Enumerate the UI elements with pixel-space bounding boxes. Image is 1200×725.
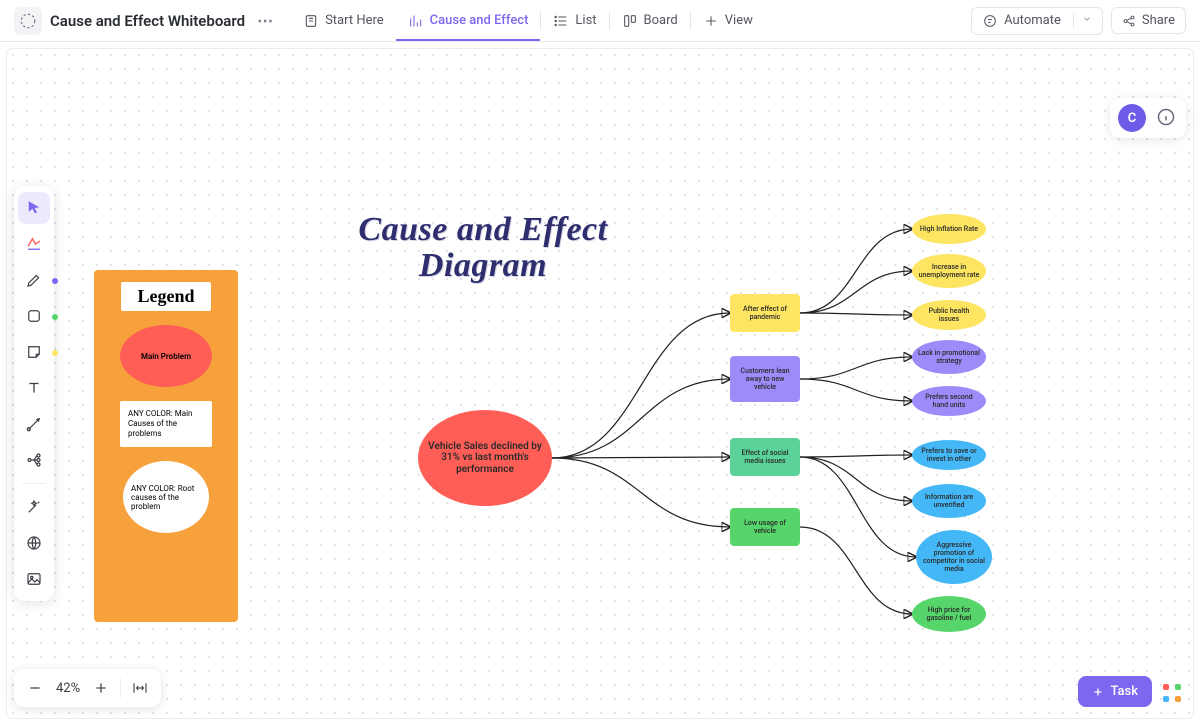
color-dot <box>52 350 58 356</box>
tool-palette <box>14 186 54 601</box>
node-r9[interactable]: High price for gasoline / fuel <box>912 596 986 632</box>
tab-cause-and-effect[interactable]: Cause and Effect <box>396 0 541 41</box>
pointer-tool[interactable] <box>18 192 50 224</box>
tab-board[interactable]: Board <box>610 0 690 41</box>
apps-dot <box>1175 696 1181 702</box>
node-cause2[interactable]: Customers lean away to new vehicle <box>730 356 800 402</box>
zoom-percent[interactable]: 42% <box>52 681 84 696</box>
automate-button[interactable]: Automate <box>971 7 1103 35</box>
node-cause1[interactable]: After effect of pandemic <box>730 294 800 332</box>
whiteboard-canvas[interactable]: C Cause and Effect Diagram Legend Main P… <box>0 42 1200 725</box>
mindmap-tool[interactable] <box>18 444 50 476</box>
zoom-bar: 42% <box>14 669 161 707</box>
pen-tool[interactable] <box>18 264 50 296</box>
apps-dot <box>1175 684 1181 690</box>
tab-label: List <box>575 13 596 28</box>
sticky-note-tool[interactable] <box>18 336 50 368</box>
task-button[interactable]: Task <box>1078 676 1152 707</box>
node-cause3[interactable]: Effect of social media issues <box>730 438 800 476</box>
node-r3[interactable]: Public health issues <box>912 300 986 330</box>
wheel-icon[interactable] <box>14 7 42 35</box>
tab-list[interactable]: List <box>541 0 608 41</box>
chevron-down-icon[interactable] <box>1073 13 1092 28</box>
node-r2[interactable]: Increase in unemployment rate <box>912 254 986 288</box>
zoom-out-button[interactable] <box>18 673 52 703</box>
magic-tool[interactable] <box>18 491 50 523</box>
view-tabs: Start Here Cause and Effect List Board V… <box>291 0 765 41</box>
share-label: Share <box>1142 13 1175 28</box>
tab-add-view[interactable]: View <box>691 0 765 41</box>
node-problem[interactable]: Vehicle Sales declined by 31% vs last mo… <box>418 410 552 506</box>
node-cause4[interactable]: Low usage of vehicle <box>730 508 800 546</box>
zoom-in-button[interactable] <box>84 673 118 703</box>
node-r1[interactable]: High Inflation Rate <box>912 214 986 244</box>
tab-label: View <box>725 13 753 28</box>
color-dot <box>52 314 58 320</box>
apps-dot <box>1163 684 1169 690</box>
node-r6[interactable]: Prefers to save or invest in other <box>912 440 986 470</box>
more-icon[interactable]: ⋯ <box>253 11 277 30</box>
connectors <box>0 42 1200 725</box>
apps-dot <box>1163 696 1169 702</box>
board-title[interactable]: Cause and Effect Whiteboard <box>50 12 245 30</box>
node-r8[interactable]: Aggressive promotion of competitor in so… <box>916 530 992 584</box>
image-tool[interactable] <box>18 563 50 595</box>
text-tool[interactable] <box>18 372 50 404</box>
shape-tool[interactable] <box>18 300 50 332</box>
top-bar: Cause and Effect Whiteboard ⋯ Start Here… <box>0 0 1200 42</box>
fit-width-button[interactable] <box>123 673 157 703</box>
node-r5[interactable]: Prefers second hand units <box>912 386 986 416</box>
automate-label: Automate <box>1004 13 1061 28</box>
connector-tool[interactable] <box>18 408 50 440</box>
tab-label: Cause and Effect <box>430 13 529 28</box>
node-r7[interactable]: Information are unverified <box>912 484 986 518</box>
tab-start-here[interactable]: Start Here <box>291 0 396 41</box>
node-r4[interactable]: Lack in promotional strategy <box>912 340 986 374</box>
color-dot <box>52 278 58 284</box>
tab-label: Board <box>644 13 678 28</box>
web-tool[interactable] <box>18 527 50 559</box>
apps-button[interactable] <box>1160 681 1186 707</box>
share-button[interactable]: Share <box>1111 7 1186 34</box>
divider <box>120 678 121 698</box>
tab-label: Start Here <box>325 13 384 28</box>
ai-tool[interactable] <box>18 228 50 260</box>
task-label: Task <box>1110 684 1138 699</box>
